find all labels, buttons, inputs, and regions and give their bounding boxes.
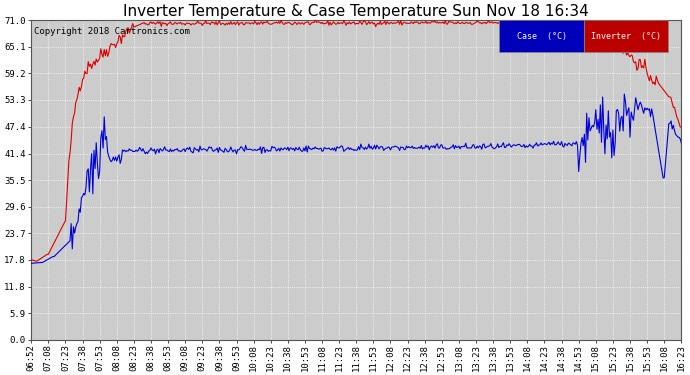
Title: Inverter Temperature & Case Temperature Sun Nov 18 16:34: Inverter Temperature & Case Temperature … — [124, 4, 589, 19]
Text: Copyright 2018 Cartronics.com: Copyright 2018 Cartronics.com — [34, 27, 190, 36]
Bar — [584, 20, 669, 52]
Bar — [500, 20, 584, 52]
Text: Inverter  (°C): Inverter (°C) — [591, 32, 661, 41]
Text: Case  (°C): Case (°C) — [517, 32, 566, 41]
